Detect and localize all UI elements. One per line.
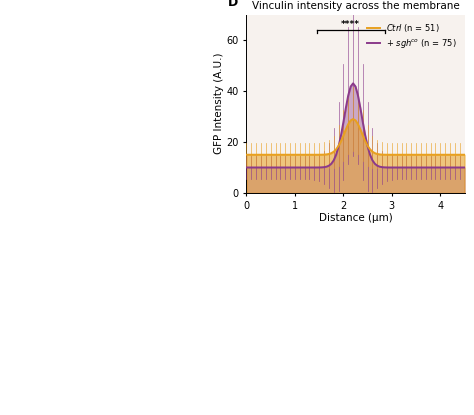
Title: Vinculin intensity across the membrane: Vinculin intensity across the membrane: [252, 1, 459, 11]
Text: D: D: [228, 0, 238, 9]
Legend: $\it{Ctrl}$ (n = 51), + $\it{sgh}$$^{co}$ (n = 75): $\it{Ctrl}$ (n = 51), + $\it{sgh}$$^{co}…: [364, 19, 460, 53]
Y-axis label: GFP Intensity (A.U.): GFP Intensity (A.U.): [214, 53, 224, 154]
Text: ****: ****: [341, 20, 360, 29]
X-axis label: Distance (μm): Distance (μm): [319, 213, 392, 223]
